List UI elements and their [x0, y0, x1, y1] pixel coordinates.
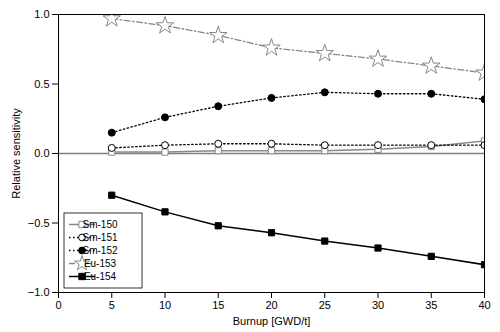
svg-text:30: 30	[372, 299, 384, 311]
svg-text:35: 35	[425, 299, 437, 311]
svg-text:Eu-153: Eu-153	[84, 258, 117, 269]
svg-text:15: 15	[212, 299, 224, 311]
svg-text:Sm-151: Sm-151	[82, 232, 117, 243]
svg-text:40: 40	[478, 299, 490, 311]
svg-text:Relative sensitivity: Relative sensitivity	[10, 108, 22, 199]
svg-text:Eu-154: Eu-154	[84, 271, 117, 282]
svg-text:Burnup [GWD/t]: Burnup [GWD/t]	[233, 315, 311, 327]
svg-text:10: 10	[159, 299, 171, 311]
svg-text:1.0: 1.0	[34, 8, 49, 20]
svg-text:−0.5: −0.5	[28, 217, 50, 229]
svg-text:Sm-152: Sm-152	[82, 245, 117, 256]
svg-text:20: 20	[265, 299, 277, 311]
svg-text:0.0: 0.0	[34, 147, 49, 159]
svg-text:0: 0	[55, 299, 61, 311]
svg-text:0.5: 0.5	[34, 78, 49, 90]
svg-text:25: 25	[319, 299, 331, 311]
svg-text:Sm-150: Sm-150	[82, 219, 117, 230]
svg-text:−1.0: −1.0	[28, 286, 50, 298]
svg-text:5: 5	[109, 299, 115, 311]
